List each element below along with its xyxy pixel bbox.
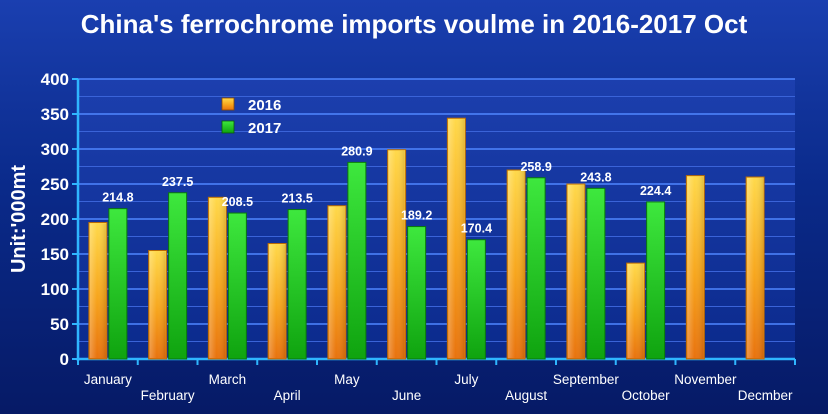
legend: 2016 2017 bbox=[221, 97, 281, 137]
bar-2017-september bbox=[586, 187, 606, 360]
bar-highlight bbox=[448, 119, 465, 358]
bars bbox=[88, 117, 765, 360]
x-category-label: September bbox=[553, 372, 620, 387]
data-label-2017-january: 214.8 bbox=[102, 191, 133, 205]
data-labels: 214.8 237.5 208.5 213.5 280.9 189.2 170.4 258.9… bbox=[102, 144, 671, 235]
legend-label-2017: 2017 bbox=[248, 120, 281, 137]
legend-swatch-2017 bbox=[221, 120, 235, 134]
data-label-2017-june: 189.2 bbox=[401, 209, 432, 223]
bar-2017-may bbox=[347, 161, 367, 360]
y-axis-ticks: 0 50 100 150 200 250 300 350 400 bbox=[41, 70, 69, 369]
data-label-2017-september: 243.8 bbox=[580, 170, 611, 184]
bar-2017-january bbox=[108, 208, 128, 360]
bar-2017-october bbox=[646, 201, 666, 360]
bar-highlight bbox=[328, 206, 345, 358]
y-tick-label: 350 bbox=[41, 105, 69, 124]
data-label-2017-october: 224.4 bbox=[640, 184, 671, 198]
bar-highlight bbox=[269, 244, 286, 358]
y-tick-label: 150 bbox=[41, 245, 69, 264]
x-category-label: April bbox=[274, 388, 301, 403]
x-category-label: January bbox=[84, 372, 132, 387]
bar-2017-june bbox=[407, 226, 427, 360]
data-label-2017-march: 208.5 bbox=[222, 195, 253, 209]
x-category-label: June bbox=[392, 388, 421, 403]
x-axis-categories: January February March April May June July Augu… bbox=[84, 372, 793, 403]
bar-highlight bbox=[747, 178, 764, 358]
bar-2017-february bbox=[168, 192, 188, 360]
bar-highlight bbox=[89, 223, 106, 358]
y-axis-label: Unit:'000mt bbox=[8, 165, 30, 273]
bar-highlight bbox=[209, 198, 226, 358]
y-tick-label: 200 bbox=[41, 210, 69, 229]
bar-highlight bbox=[149, 251, 166, 358]
y-tick-label: 50 bbox=[50, 315, 69, 334]
legend-swatch-2016 bbox=[221, 97, 235, 111]
data-label-2017-july: 170.4 bbox=[461, 222, 492, 236]
data-label-2017-february: 237.5 bbox=[162, 175, 193, 189]
bar-2017-august bbox=[526, 177, 546, 360]
bar-2017-april bbox=[287, 209, 307, 360]
gridlines bbox=[78, 78, 795, 342]
axes bbox=[72, 78, 796, 365]
y-tick-label: 100 bbox=[41, 280, 69, 299]
legend-label-2016: 2016 bbox=[248, 97, 281, 114]
bar-highlight bbox=[567, 185, 584, 358]
y-tick-label: 300 bbox=[41, 140, 69, 159]
bar-2017-march bbox=[227, 212, 247, 360]
bar-highlight bbox=[687, 176, 704, 358]
y-tick-label: 250 bbox=[41, 175, 69, 194]
data-label-2017-april: 213.5 bbox=[281, 192, 312, 206]
bar-2017-july bbox=[466, 239, 486, 360]
bar-highlight bbox=[508, 171, 525, 358]
x-category-label: Decmber bbox=[738, 388, 793, 403]
x-category-label: August bbox=[505, 388, 547, 403]
y-tick-label: 0 bbox=[60, 350, 69, 369]
data-label-2017-august: 258.9 bbox=[520, 160, 551, 174]
x-category-label: October bbox=[622, 388, 671, 403]
bar-highlight bbox=[627, 264, 644, 358]
x-category-label: July bbox=[454, 372, 478, 387]
data-label-2017-may: 280.9 bbox=[341, 144, 372, 158]
x-category-label: March bbox=[209, 372, 247, 387]
x-category-label: February bbox=[141, 388, 195, 403]
chart-title: China's ferrochrome imports voulme in 20… bbox=[81, 9, 748, 39]
x-category-label: November bbox=[674, 372, 737, 387]
y-tick-label: 400 bbox=[41, 70, 69, 89]
x-category-label: May bbox=[334, 372, 360, 387]
bar-highlight bbox=[388, 150, 405, 358]
